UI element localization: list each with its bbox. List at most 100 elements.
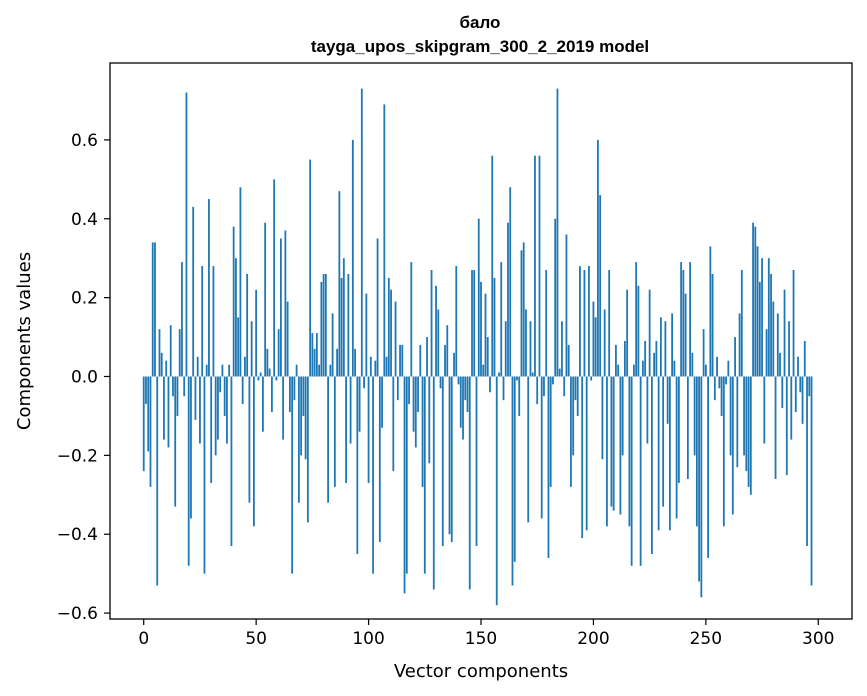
bar: [520, 250, 523, 377]
bar: [707, 376, 709, 558]
bar: [592, 301, 595, 377]
bar-series: [142, 88, 813, 606]
bar: [441, 376, 444, 547]
bar: [279, 238, 282, 377]
bar: [190, 376, 192, 519]
bar: [558, 368, 561, 377]
bar: [779, 352, 781, 377]
bar: [808, 376, 811, 397]
bar: [664, 321, 667, 377]
y-tick-label: −0.6: [57, 604, 98, 624]
bar: [610, 376, 613, 507]
bar: [387, 277, 390, 377]
bar: [372, 376, 374, 574]
bar: [704, 364, 707, 377]
bar: [448, 376, 451, 535]
x-axis-ticks: 0 50 100 150 200 250 300: [138, 619, 834, 649]
bar: [286, 301, 289, 377]
bar: [462, 376, 464, 440]
bar: [770, 273, 772, 377]
bar: [426, 337, 428, 377]
bar: [432, 376, 435, 590]
bar: [306, 376, 309, 523]
bar: [423, 376, 426, 574]
bar: [689, 262, 692, 377]
bar: [599, 195, 602, 377]
x-tick-label: 250: [690, 629, 722, 649]
bar: [693, 376, 696, 456]
bar: [351, 139, 354, 377]
bar: [151, 242, 154, 377]
bar: [176, 376, 179, 416]
bar: [756, 246, 759, 377]
bar: [167, 376, 170, 448]
bar: [621, 376, 624, 456]
bar: [235, 258, 237, 377]
bar: [788, 321, 790, 377]
bar: [383, 104, 386, 377]
bar: [174, 376, 177, 507]
bar: [498, 372, 500, 377]
bar: [223, 376, 226, 416]
bar: [360, 88, 363, 377]
bar: [291, 376, 294, 574]
bar: [414, 376, 417, 448]
bar: [529, 321, 532, 377]
bar: [239, 187, 242, 377]
bar: [219, 376, 222, 393]
bar: [655, 341, 658, 377]
bar: [345, 376, 347, 483]
bar: [682, 270, 685, 377]
bar: [639, 376, 642, 566]
bar: [270, 376, 273, 412]
bar: [545, 270, 548, 377]
bar: [264, 222, 267, 377]
bar: [570, 376, 572, 487]
x-tick-label: 300: [802, 629, 834, 649]
bar: [662, 376, 665, 507]
bar: [453, 352, 455, 377]
bar: [581, 376, 584, 539]
bar: [212, 266, 215, 377]
bar: [552, 376, 554, 385]
bar: [641, 360, 644, 377]
plot-frame: [109, 62, 853, 620]
bar: [248, 376, 251, 503]
bar: [208, 199, 210, 377]
bar: [354, 348, 356, 377]
bar: [241, 376, 244, 405]
bar: [464, 376, 467, 401]
bar: [738, 313, 741, 377]
bar: [259, 372, 262, 377]
bar: [493, 277, 496, 377]
bar: [776, 313, 779, 377]
bar: [635, 262, 638, 377]
bar: [522, 242, 525, 377]
chart-title-line-1: бало: [460, 13, 501, 32]
bar: [399, 344, 401, 377]
bar: [250, 321, 253, 377]
chart-title-line-2: tayga_upos_skipgram_300_2_2019 model: [311, 37, 649, 56]
bar: [318, 364, 321, 377]
bar: [374, 360, 377, 377]
bar: [217, 376, 219, 440]
bar: [518, 376, 521, 416]
bar: [671, 313, 674, 377]
bar: [203, 376, 206, 574]
bar: [752, 222, 754, 377]
bar: [262, 376, 264, 432]
bar: [284, 230, 287, 377]
bar: [403, 376, 406, 594]
bar: [673, 360, 676, 377]
bar: [484, 293, 487, 377]
bar: [797, 356, 799, 377]
bar: [459, 376, 462, 428]
bar: [417, 376, 419, 412]
bar: [702, 329, 705, 377]
bar: [237, 317, 240, 377]
bar: [722, 376, 725, 527]
bar: [475, 376, 478, 547]
x-tick-label: 0: [138, 629, 149, 649]
bar: [740, 270, 743, 377]
